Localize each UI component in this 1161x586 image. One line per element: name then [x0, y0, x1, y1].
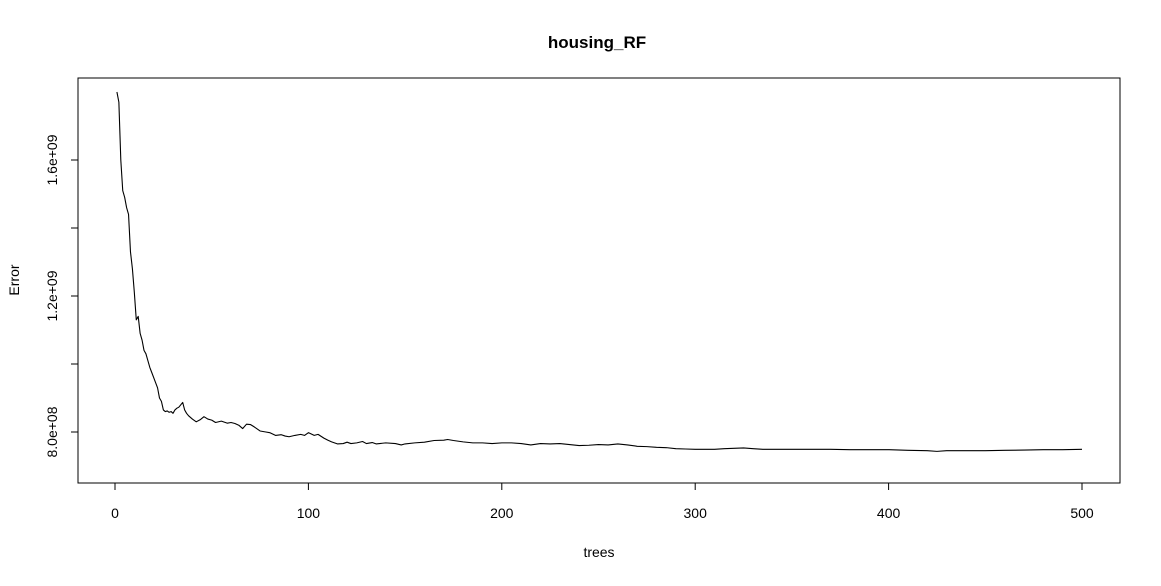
y-axis-title: Error [6, 264, 22, 295]
chart-title: housing_RF [548, 33, 646, 52]
y-tick-label: 1.6e+09 [44, 134, 60, 185]
y-axis: 8.0e+08 1.2e+09 1.6e+09 [44, 134, 79, 458]
x-axis: 0 100 200 300 400 500 [111, 482, 1094, 521]
x-tick-label: 500 [1070, 505, 1094, 521]
y-tick-label: 8.0e+08 [44, 406, 60, 457]
x-tick-label: 100 [297, 505, 321, 521]
x-tick-label: 200 [490, 505, 514, 521]
plot-frame [77, 77, 1121, 484]
x-axis-title: trees [583, 544, 614, 560]
x-tick-label: 300 [684, 505, 708, 521]
y-tick-label: 1.2e+09 [44, 270, 60, 321]
series-line [116, 91, 1083, 452]
series-layer [116, 91, 1083, 452]
x-tick-label: 400 [877, 505, 901, 521]
x-tick-label: 0 [111, 505, 119, 521]
